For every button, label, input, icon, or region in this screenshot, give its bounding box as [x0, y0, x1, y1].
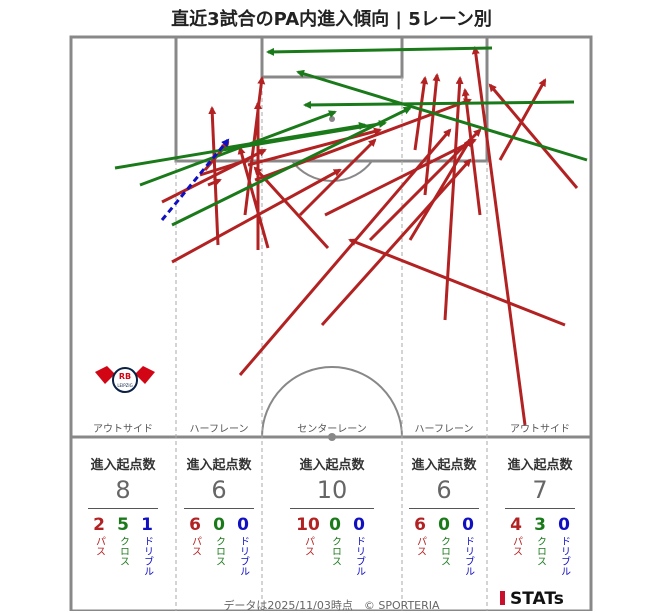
pass-arrow — [461, 88, 482, 216]
lane-2-breakdown: 6 パス 0 クロス 0 ドリブル — [169, 514, 269, 576]
pass-arrow — [207, 178, 222, 187]
pass-arrow — [413, 76, 429, 151]
lane-1-cross-count: 5 — [117, 515, 129, 535]
pass-arrow — [498, 78, 547, 161]
lane-label-4: ハーフレーン — [415, 424, 474, 435]
center-circle — [261, 366, 403, 438]
pass-label: パス — [414, 536, 426, 556]
pass-arrow — [408, 138, 472, 241]
lane-1-breakdown: 2 パス 5 クロス 1 ドリブル — [73, 514, 173, 576]
lane-3-pass-count: 10 — [296, 515, 320, 535]
entry-arrows — [114, 46, 588, 426]
lane-2-rule — [184, 508, 254, 509]
lane-5-pass-count: 4 — [510, 515, 522, 535]
lane-label-3: センターレーン — [297, 423, 367, 435]
lane-3-cross-count: 0 — [329, 515, 341, 535]
cross-arrow — [171, 106, 412, 227]
lane-5-total: 7 — [532, 476, 548, 504]
pass-arrow — [423, 73, 441, 196]
pass-arrow — [320, 158, 472, 327]
lane-3-breakdown: 10 パス 0 クロス 0 ドリブル — [282, 514, 382, 576]
dribble-label: ドリブル — [462, 536, 474, 576]
penalty-arc — [291, 160, 373, 182]
lane-3-total: 10 — [316, 476, 348, 504]
pass-arrow — [171, 168, 342, 264]
lane-1-rule — [88, 508, 158, 509]
lane-4-rule — [409, 508, 479, 509]
club-badge-text: RB — [119, 372, 131, 381]
club-logo: RB LEIPZIG — [95, 366, 155, 393]
lane-5-rule — [505, 508, 575, 509]
lane-5-cross-count: 3 — [534, 515, 546, 535]
lane-4-breakdown: 6 パス 0 クロス 0 ドリブル — [394, 514, 494, 576]
pass-label: パス — [302, 536, 314, 556]
lane-5-dribble-count: 0 — [558, 515, 570, 535]
lane-dividers — [175, 77, 488, 611]
footer-credit: データは2025/11/03時点 © SPORTERIA — [223, 599, 440, 612]
cross-label: クロス — [438, 536, 450, 566]
stats-logo: STATs — [500, 589, 564, 609]
lane-3-rule — [290, 508, 374, 509]
lane-4-dribble-count: 0 — [462, 515, 474, 535]
cross-label: クロス — [329, 536, 341, 566]
stats-mark-icon — [500, 591, 505, 605]
cross-label: クロス — [213, 536, 225, 566]
lane-2-header: 進入起点数 — [186, 458, 252, 473]
lane-4-header: 進入起点数 — [411, 458, 477, 473]
pass-arrow — [324, 138, 477, 217]
club-badge-subtext: LEIPZIG — [117, 383, 132, 388]
lane-2-total: 6 — [211, 476, 227, 504]
center-spot — [328, 433, 336, 441]
stats-brand: STATs — [510, 589, 564, 609]
lane-4-cross-count: 0 — [438, 515, 450, 535]
lane-2-pass-count: 6 — [189, 515, 201, 535]
dribble-arrow — [160, 138, 230, 221]
lane-5-breakdown: 4 パス 3 クロス 0 ドリブル — [490, 514, 590, 576]
cross-label: クロス — [117, 536, 129, 566]
lane-label-5: アウトサイド — [510, 423, 570, 435]
lane-4-pass-count: 6 — [414, 515, 426, 535]
pass-label: パス — [189, 536, 201, 556]
lane-labels: アウトサイド ハーフレーン センターレーン ハーフレーン アウトサイド — [93, 423, 570, 435]
pass-arrow — [348, 238, 566, 327]
pass-arrow — [161, 148, 267, 204]
cross-label: クロス — [534, 536, 546, 566]
lane-2-cross-count: 0 — [213, 515, 225, 535]
lane-3-header: 進入起点数 — [299, 458, 365, 473]
cross-arrow — [296, 69, 588, 162]
lane-1-pass-count: 2 — [93, 515, 105, 535]
lane-1-total: 8 — [115, 476, 131, 504]
lane-label-2: ハーフレーン — [190, 424, 249, 435]
goal-area — [260, 35, 404, 79]
lane-2-dribble-count: 0 — [237, 515, 249, 535]
lane-1-dribble-count: 1 — [141, 515, 153, 535]
pass-arrow — [298, 138, 377, 217]
cross-arrow — [266, 46, 493, 56]
cross-arrow — [303, 100, 575, 109]
dribble-label: ドリブル — [141, 536, 153, 576]
pass-arrow — [247, 127, 382, 167]
lane-1-header: 進入起点数 — [90, 458, 156, 473]
dribble-label: ドリブル — [353, 536, 365, 576]
cross-arrow — [224, 122, 367, 150]
lane-5-header: 進入起点数 — [507, 458, 573, 473]
pass-label: パス — [93, 536, 105, 556]
cross-arrow — [139, 110, 337, 187]
lane-4-total: 6 — [436, 476, 452, 504]
lane-label-1: アウトサイド — [93, 423, 153, 435]
lane-3-dribble-count: 0 — [353, 515, 365, 535]
pass-arrow — [243, 76, 266, 216]
chart-title: 直近3試合のPA内進入傾向 | 5レーン別 — [171, 9, 492, 30]
pass-arrow — [471, 46, 527, 426]
pass-label: パス — [510, 536, 522, 556]
dribble-label: ドリブル — [558, 536, 570, 576]
dribble-label: ドリブル — [237, 536, 249, 576]
pitch-lines — [69, 35, 593, 611]
penalty-spot — [329, 116, 335, 122]
pass-arrow — [253, 166, 330, 250]
